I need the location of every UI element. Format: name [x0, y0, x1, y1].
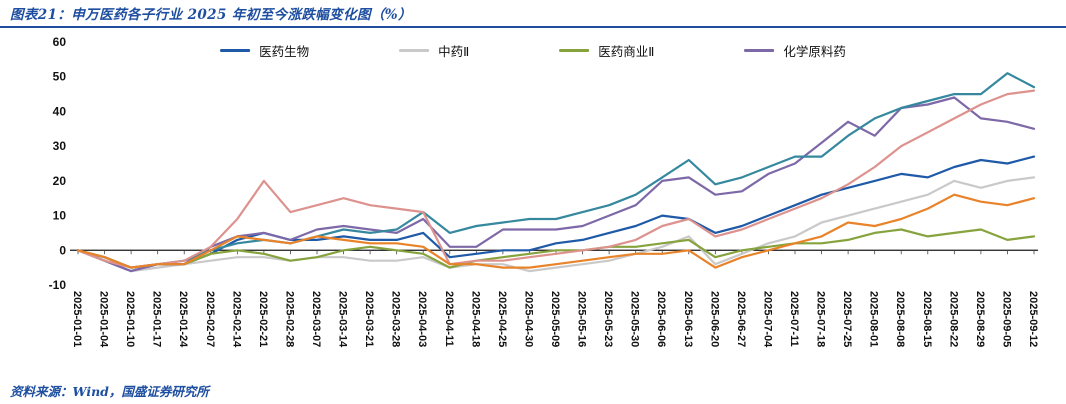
x-tick-label: 2025-06-27 — [735, 291, 747, 347]
x-tick-label: 2025-07-25 — [841, 291, 853, 347]
source-note: 资料来源：Wind，国盛证券研究所 — [10, 384, 209, 399]
y-tick-label: 10 — [53, 209, 67, 223]
x-tick-label: 2025-02-28 — [283, 291, 295, 347]
x-tick-label: 2025-08-01 — [868, 291, 880, 347]
legend-label: 化学原料药 — [783, 45, 846, 59]
series-line — [76, 193, 1036, 269]
figure-header: 图表21：申万医药各子行业 2025 年初至今涨跌幅变化图（%） — [0, 0, 1066, 28]
legend-label: 中药Ⅱ — [438, 45, 470, 59]
y-tick-label: 40 — [53, 104, 67, 118]
x-tick-label: 2025-02-21 — [257, 291, 269, 347]
chart-area: 60 50 40 30 20 10 0 -10 2025-01-01 2025-01-04 2025… — [0, 30, 1066, 378]
x-tick-label: 2025-04-11 — [443, 291, 455, 347]
y-tick-label: 20 — [53, 174, 67, 188]
series-line — [76, 89, 1036, 269]
x-tick-label: 2025-08-22 — [947, 291, 959, 347]
x-tick-label: 2025-03-14 — [337, 291, 349, 348]
x-tick-label: 2025-05-16 — [576, 291, 588, 347]
figure-title: 图表21：申万医药各子行业 2025 年初至今涨跌幅变化图（%） — [10, 7, 412, 23]
x-tick-label: 2025-06-06 — [655, 291, 667, 347]
legend-line-marker — [559, 48, 590, 53]
x-tick-label: 2025-01-17 — [151, 291, 163, 347]
x-tick-label: 2025-04-03 — [416, 291, 428, 347]
x-tick-label: 2025-01-01 — [71, 291, 83, 347]
y-tick-label: 30 — [53, 139, 67, 153]
y-tick-label: 60 — [53, 35, 67, 49]
x-tick-label: 2025-02-07 — [204, 291, 216, 347]
x-tick-label: 2025-05-30 — [629, 291, 641, 347]
y-tick-label: 0 — [59, 243, 66, 257]
legend-label: 医药生物 — [259, 45, 310, 59]
x-tick-label: 2025-03-07 — [310, 291, 322, 347]
x-tick-label: 2025-01-04 — [98, 291, 110, 348]
x-tick-label: 2025-05-23 — [602, 291, 614, 347]
x-tick-label: 2025-08-29 — [974, 291, 986, 347]
x-tick-label: 2025-01-24 — [177, 291, 189, 348]
x-tick-label: 2025-07-04 — [761, 291, 773, 348]
x-tick-label: 2025-02-14 — [230, 291, 242, 348]
legend-line-marker — [399, 48, 430, 53]
x-tick-label: 2025-09-12 — [1027, 291, 1039, 347]
legend-line-marker — [744, 48, 775, 53]
x-tick-label: 2025-09-05 — [1000, 291, 1012, 347]
legend-line-marker — [220, 48, 251, 53]
legend-item: 医药生物 — [220, 41, 309, 60]
x-tick-label: 2025-06-20 — [708, 291, 720, 347]
legend-label: 医药商业Ⅱ — [598, 45, 655, 59]
chart-legend: 医药生物 中药Ⅱ 医药商业Ⅱ 化学原料药 — [220, 41, 846, 60]
series-line — [76, 176, 1036, 273]
x-tick-label: 2025-04-30 — [522, 291, 534, 347]
x-tick-label: 2025-08-15 — [921, 291, 933, 347]
series-line — [76, 72, 1036, 269]
x-tick-label: 2025-07-18 — [815, 291, 827, 347]
x-tick-label: 2025-05-09 — [549, 291, 561, 347]
series-line — [76, 228, 1036, 269]
x-tick-label: 2025-04-18 — [469, 291, 481, 347]
legend-item: 医药商业Ⅱ — [559, 41, 654, 60]
x-tick-label: 2025-01-10 — [124, 291, 136, 347]
figure-footer: 资料来源：Wind，国盛证券研究所 — [10, 381, 209, 400]
x-tick-label: 2025-07-11 — [788, 291, 800, 347]
legend-item: 中药Ⅱ — [399, 41, 469, 60]
y-tick-label: -10 — [49, 278, 67, 292]
x-tick-label: 2025-03-28 — [390, 291, 402, 347]
x-tick-label: 2025-08-08 — [894, 291, 906, 347]
x-tick-label: 2025-04-25 — [496, 291, 508, 347]
y-tick-label: 50 — [53, 70, 67, 84]
line-chart: 60 50 40 30 20 10 0 -10 2025-01-01 2025-01-04 2025… — [49, 35, 1039, 348]
x-tick-label: 2025-06-13 — [682, 291, 694, 347]
series-line — [76, 155, 1036, 273]
legend-item: 化学原料药 — [744, 41, 846, 60]
x-tick-label: 2025-03-21 — [363, 291, 375, 347]
